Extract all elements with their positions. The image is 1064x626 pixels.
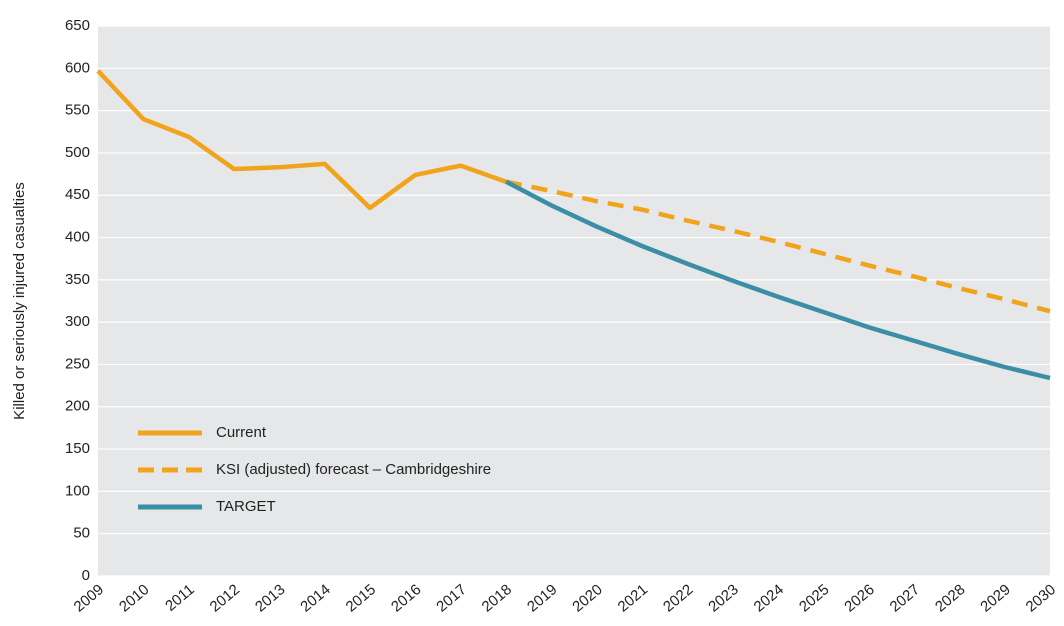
series-line — [96, 69, 507, 211]
y-tick-label: 450 — [65, 186, 90, 203]
y-tick-label: 650 — [65, 17, 90, 34]
x-tick-label: 2011 — [162, 581, 198, 615]
y-tick-label: 100 — [65, 482, 90, 499]
legend-label: TARGET — [216, 498, 276, 515]
x-tick-label: 2024 — [751, 581, 787, 615]
x-tick-label: 2030 — [1023, 581, 1059, 615]
x-tick-label: 2016 — [388, 581, 424, 615]
series-line — [505, 179, 1051, 314]
series-line — [504, 179, 1051, 381]
x-tick-label: 2025 — [796, 581, 832, 615]
x-tick-label: 2014 — [297, 581, 333, 615]
x-tick-label: 2028 — [932, 581, 968, 615]
legend-label: KSI (adjusted) forecast – Cambridgeshire — [216, 461, 491, 478]
x-tick-label: 2012 — [207, 581, 243, 615]
y-tick-label: 300 — [65, 313, 90, 330]
x-tick-label: 2009 — [71, 581, 107, 615]
x-tick-label: 2023 — [705, 581, 741, 615]
y-tick-label: 250 — [65, 355, 90, 372]
y-tick-label: 200 — [65, 398, 90, 415]
y-tick-label: 50 — [73, 525, 90, 542]
x-tick-label: 2015 — [343, 581, 379, 615]
y-tick-label: 400 — [65, 229, 90, 246]
x-tick-label: 2026 — [841, 581, 877, 615]
x-tick-label: 2021 — [615, 581, 651, 615]
y-tick-label: 550 — [65, 102, 90, 119]
plot-area — [98, 26, 1050, 576]
x-tick-label: 2010 — [116, 581, 152, 615]
x-tick-label: 2019 — [524, 581, 560, 615]
x-tick-label: 2017 — [433, 581, 469, 615]
y-tick-label: 500 — [65, 144, 90, 161]
y-axis-label: Killed or seriously injured casualties — [11, 182, 28, 420]
y-tick-label: 600 — [65, 59, 90, 76]
x-tick-label: 2029 — [977, 581, 1013, 615]
x-tick-label: 2022 — [660, 581, 696, 615]
x-tick-label: 2013 — [252, 581, 288, 615]
y-tick-label: 0 — [82, 567, 90, 584]
y-tick-label: 350 — [65, 271, 90, 288]
x-tick-label: 2018 — [479, 581, 515, 615]
legend-label: Current — [216, 424, 267, 441]
x-tick-label: 2027 — [887, 581, 923, 615]
y-tick-label: 150 — [65, 440, 90, 457]
x-tick-label: 2020 — [569, 581, 605, 615]
